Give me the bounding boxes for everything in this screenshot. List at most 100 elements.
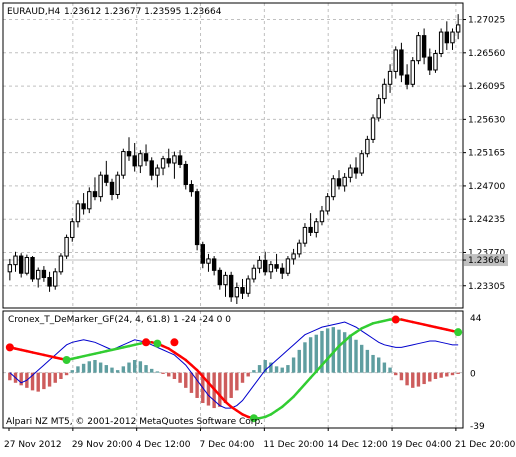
candle-bull[interactable]	[410, 60, 415, 85]
candle-bull[interactable]	[348, 167, 353, 178]
candle-bear[interactable]	[399, 49, 404, 76]
candle-bear[interactable]	[183, 163, 188, 185]
candle-bull[interactable]	[58, 255, 64, 273]
candle-bear[interactable]	[308, 226, 313, 233]
candle-bear[interactable]	[274, 264, 279, 269]
candle-bear[interactable]	[18, 255, 24, 274]
candle-bull[interactable]	[342, 176, 347, 187]
candle-bull[interactable]	[365, 138, 370, 155]
candle-bull[interactable]	[75, 203, 81, 223]
candle-bull[interactable]	[291, 253, 296, 260]
candle-bear[interactable]	[240, 287, 245, 294]
candle-bull[interactable]	[331, 178, 336, 198]
candle-bull[interactable]	[393, 49, 398, 72]
candle-bull[interactable]	[416, 35, 421, 62]
candle-bull[interactable]	[223, 274, 228, 286]
candles[interactable]	[7, 14, 461, 304]
candle-bull[interactable]	[285, 258, 291, 274]
candle-bull[interactable]	[314, 221, 319, 233]
candle-bear[interactable]	[126, 151, 132, 157]
candle-bear[interactable]	[427, 56, 432, 71]
candle-bear[interactable]	[211, 258, 217, 271]
indicator-plot[interactable]	[5, 315, 463, 423]
candle-bear[interactable]	[149, 160, 154, 176]
candle-bull[interactable]	[36, 269, 41, 280]
candle-bear[interactable]	[421, 35, 427, 58]
candle-bull[interactable]	[138, 153, 143, 167]
candle-bull[interactable]	[455, 24, 461, 33]
candle-bull[interactable]	[53, 271, 58, 287]
candle-bear[interactable]	[280, 267, 285, 274]
candle-bull[interactable]	[450, 31, 455, 44]
candle-bull[interactable]	[155, 167, 160, 176]
candle-bull[interactable]	[245, 278, 251, 294]
candle-bull[interactable]	[268, 264, 274, 273]
buy-signal-dot	[249, 414, 258, 423]
histogram-bar	[354, 339, 358, 373]
candle-bull[interactable]	[87, 191, 92, 210]
candle-bull[interactable]	[24, 256, 30, 274]
candle-bear[interactable]	[104, 174, 109, 183]
candle-bear[interactable]	[200, 244, 205, 264]
candle-bull[interactable]	[70, 221, 75, 238]
candle-bear[interactable]	[109, 181, 115, 196]
candle-bear[interactable]	[194, 191, 200, 246]
candle-bear[interactable]	[47, 277, 52, 287]
candle-bear[interactable]	[444, 31, 450, 44]
candle-bull[interactable]	[7, 264, 13, 273]
candle-bear[interactable]	[353, 167, 359, 174]
candle-bull[interactable]	[251, 267, 257, 280]
candle-bull[interactable]	[297, 242, 302, 255]
candle-bull[interactable]	[257, 259, 262, 269]
histogram-bar	[371, 354, 375, 373]
candle-bear[interactable]	[189, 183, 194, 193]
candle-bear[interactable]	[132, 155, 137, 167]
histogram-bar	[19, 372, 23, 386]
candle-bear[interactable]	[263, 259, 268, 273]
candle-bull[interactable]	[172, 155, 177, 164]
trend-line-segment	[224, 400, 233, 409]
histogram-bar	[76, 366, 80, 373]
candle-bull[interactable]	[160, 158, 166, 169]
candle-bull[interactable]	[438, 31, 444, 55]
candle-bear[interactable]	[217, 269, 223, 286]
candle-bull[interactable]	[234, 287, 240, 298]
candle-bear[interactable]	[30, 256, 35, 280]
histogram-bar	[167, 372, 171, 377]
price-label: 1.26095	[468, 82, 505, 92]
candle-bear[interactable]	[336, 178, 342, 187]
candle-bull[interactable]	[433, 53, 438, 71]
candle-bear[interactable]	[41, 269, 47, 279]
histogram-bar	[291, 357, 296, 373]
trend-line-segment	[309, 370, 318, 379]
candle-bear[interactable]	[404, 74, 410, 85]
candle-bear[interactable]	[228, 274, 234, 298]
trend-line-segment	[343, 334, 352, 343]
time-label: 7 Dec 04:00	[200, 440, 255, 450]
candle-bull[interactable]	[382, 83, 387, 100]
histogram-bar	[320, 330, 324, 373]
candle-bull[interactable]	[13, 255, 18, 266]
candle-bull[interactable]	[98, 174, 103, 198]
histogram-bar	[195, 372, 199, 398]
candle-bull[interactable]	[302, 226, 308, 244]
candle-bear[interactable]	[166, 158, 171, 164]
candle-bear[interactable]	[177, 155, 183, 165]
candle-bull[interactable]	[115, 174, 120, 196]
candle-bull[interactable]	[64, 236, 69, 257]
candle-bull[interactable]	[121, 151, 126, 176]
price-label: 1.25630	[468, 115, 505, 125]
candle-bull[interactable]	[359, 153, 364, 174]
candle-bull[interactable]	[206, 258, 211, 264]
candle-bear[interactable]	[92, 191, 98, 198]
candle-bull[interactable]	[387, 70, 393, 85]
candle-bear[interactable]	[81, 203, 86, 210]
candle-bear[interactable]	[143, 153, 149, 162]
candle-bull[interactable]	[370, 117, 376, 140]
candle-bull[interactable]	[325, 196, 330, 212]
price-label: 1.24700	[468, 182, 505, 192]
candle-bull[interactable]	[376, 98, 381, 119]
trend-line-segment	[298, 382, 307, 392]
candle-bull[interactable]	[319, 210, 325, 223]
